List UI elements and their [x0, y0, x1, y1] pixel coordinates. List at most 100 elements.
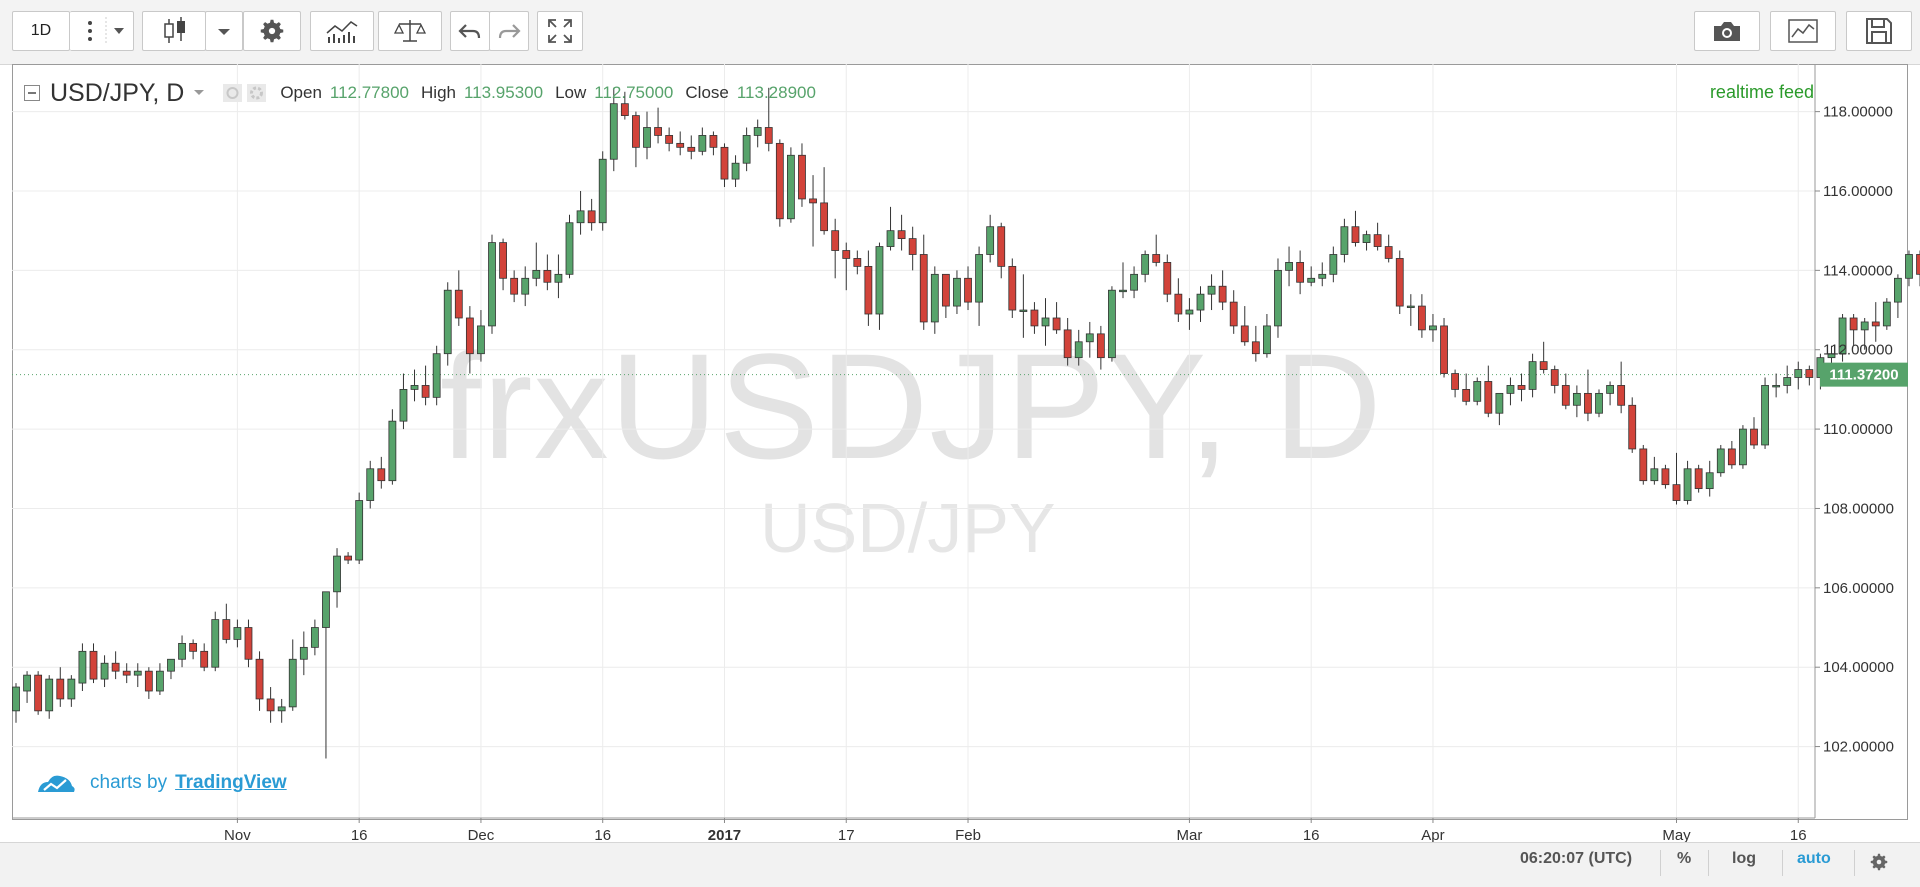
utc-clock[interactable]: 06:20:07 (UTC) [1520, 850, 1632, 868]
candle-body [1230, 302, 1237, 326]
candle [356, 493, 363, 564]
candle [1031, 302, 1038, 334]
candle [79, 643, 86, 691]
time-tick-label: 16 [1303, 827, 1320, 842]
candle [1795, 362, 1802, 390]
candle-body [821, 203, 828, 231]
candle-body [167, 659, 174, 671]
candle [13, 683, 20, 723]
candle-body [699, 135, 706, 151]
candle-body [898, 231, 905, 239]
candle [444, 282, 451, 365]
candle [1197, 286, 1204, 322]
auto-scale-toggle[interactable]: auto [1797, 850, 1831, 868]
candle-body [1142, 254, 1149, 274]
candle [643, 112, 650, 160]
candle [810, 175, 817, 246]
candle [1706, 461, 1713, 497]
candle-body [123, 671, 130, 675]
candle-body [1031, 310, 1038, 326]
candle-body [455, 290, 462, 318]
candle-body [223, 620, 230, 640]
candle [311, 620, 318, 656]
candle [1529, 354, 1536, 398]
candle-body [1917, 254, 1920, 274]
candle [1640, 445, 1647, 485]
candle-body [13, 687, 20, 711]
candle [289, 639, 296, 710]
candle [1441, 318, 1448, 378]
candle-body [1108, 290, 1115, 357]
candle-body [24, 675, 31, 691]
candle [1485, 366, 1492, 418]
price-chart[interactable]: 102.00000104.00000106.00000108.00000110.… [0, 0, 1920, 842]
candle [1175, 278, 1182, 322]
candle-body [156, 671, 163, 691]
candle-body [477, 326, 484, 354]
candle-body [588, 211, 595, 223]
candle [887, 207, 894, 251]
tradingview-logo-icon [36, 770, 76, 796]
candle [1662, 465, 1669, 489]
candle [433, 346, 440, 406]
candle-body [1263, 326, 1270, 354]
candle-body [1020, 310, 1027, 312]
candle-body [1773, 385, 1780, 387]
candle-body [643, 127, 650, 147]
candle-body [1374, 235, 1381, 247]
price-tick-label: 112.00000 [1823, 342, 1893, 359]
candle [544, 254, 551, 290]
candle [1297, 251, 1304, 295]
tradingview-link[interactable]: TradingView [175, 772, 287, 794]
candle [1518, 374, 1525, 402]
candle [1396, 251, 1403, 314]
candle [1352, 211, 1359, 247]
candle [1075, 330, 1082, 366]
candle-body [1640, 449, 1647, 481]
candle-body [832, 231, 839, 251]
candle-body [1872, 322, 1879, 326]
candle [256, 651, 263, 711]
candle [776, 139, 783, 226]
candle [1263, 314, 1270, 358]
candle [555, 254, 562, 298]
percent-scale-toggle[interactable]: % [1677, 850, 1691, 868]
legend-actions[interactable] [222, 82, 268, 104]
candle-body [942, 274, 949, 306]
candle [832, 219, 839, 279]
legend-symbol[interactable]: USD/JPY, D [50, 79, 184, 108]
candle [666, 127, 673, 151]
candle-body [212, 620, 219, 668]
collapse-legend-button[interactable] [24, 85, 40, 101]
legend-open-label: Open [280, 83, 322, 103]
candle [466, 306, 473, 373]
candle-body [1463, 389, 1470, 401]
candle [378, 457, 385, 489]
candle-body [721, 147, 728, 179]
candle-body [1806, 370, 1813, 378]
candle-body [1629, 405, 1636, 449]
candle [1728, 441, 1735, 469]
candle-body [688, 147, 695, 151]
candle [1905, 251, 1912, 287]
scale-settings-gear-icon[interactable] [1868, 851, 1890, 873]
candle [1053, 302, 1060, 334]
candle-body [965, 278, 972, 302]
candle [1186, 298, 1193, 330]
symbol-dropdown-icon[interactable] [192, 87, 208, 99]
log-scale-toggle[interactable]: log [1732, 850, 1756, 868]
candle [1341, 219, 1348, 263]
candle-body [1297, 262, 1304, 282]
candle-body [1795, 370, 1802, 378]
candle [334, 548, 341, 608]
candle [843, 243, 850, 291]
candle [1308, 266, 1315, 286]
candle-body [677, 143, 684, 147]
candle [1241, 306, 1248, 346]
candle [179, 635, 186, 667]
candle-body [1274, 270, 1281, 326]
candle [1131, 266, 1138, 298]
candle [234, 620, 241, 648]
candle-body [1120, 290, 1127, 292]
candle-body [1651, 469, 1658, 481]
